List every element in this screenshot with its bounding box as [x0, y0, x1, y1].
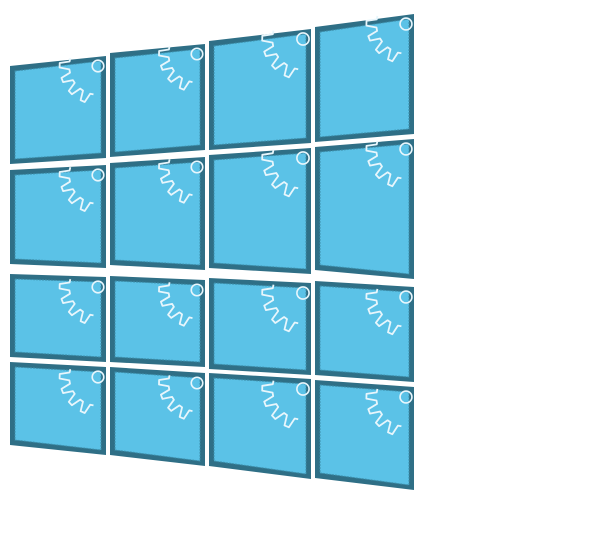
gear-icon	[58, 58, 105, 103]
tile-face	[319, 18, 410, 138]
tile-face	[114, 48, 201, 153]
tile-face	[14, 278, 102, 358]
tile-face	[213, 33, 307, 146]
gear-icon	[261, 380, 310, 429]
tile-face	[114, 280, 201, 363]
gear-icon	[365, 288, 413, 336]
tile-face	[213, 282, 307, 371]
gear-icon	[158, 159, 204, 204]
gear-icon	[365, 140, 413, 188]
tile-face	[114, 161, 201, 266]
tile	[110, 367, 205, 466]
gear-icon	[58, 369, 105, 414]
tile-face	[319, 384, 410, 486]
tile-face	[14, 366, 102, 451]
tile	[10, 274, 106, 362]
tile	[209, 148, 311, 274]
tile	[315, 281, 414, 382]
tile	[209, 373, 311, 479]
tile-face	[319, 143, 410, 275]
gear-icon	[365, 15, 413, 63]
tile	[110, 276, 205, 367]
gear-icon	[365, 388, 413, 436]
tile	[10, 362, 106, 455]
tile	[110, 157, 205, 270]
tile-face	[319, 285, 410, 378]
tile-face	[114, 371, 201, 462]
tile-face	[213, 377, 307, 475]
gear-icon	[158, 46, 204, 91]
tile	[10, 165, 106, 268]
tile-face	[213, 152, 307, 270]
tile	[209, 278, 311, 375]
gear-icon	[261, 284, 310, 333]
tile	[315, 139, 414, 279]
gear-icon	[261, 149, 310, 198]
gear-icon	[261, 30, 310, 79]
tile-face	[14, 169, 102, 264]
tile	[315, 380, 414, 490]
tile	[315, 14, 414, 142]
gear-icon	[58, 279, 105, 324]
tile	[209, 29, 311, 150]
tile	[110, 44, 205, 157]
gear-icon	[158, 375, 204, 420]
gear-icon	[158, 282, 204, 327]
tile	[10, 56, 106, 164]
gear-icon	[58, 167, 105, 212]
tile-face	[14, 60, 102, 160]
